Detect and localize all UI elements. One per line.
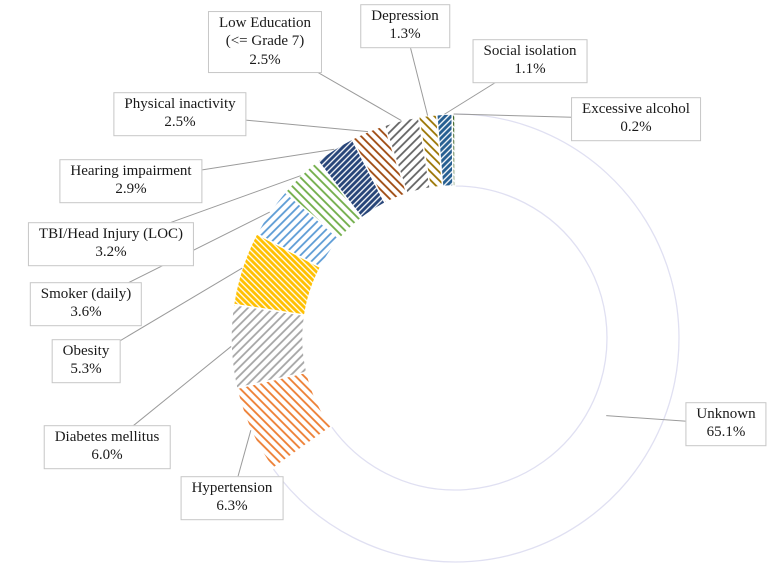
segment-unknown — [272, 113, 680, 563]
leader-line-depression — [404, 25, 429, 116]
leader-line-diabetes — [106, 346, 232, 448]
leader-line-hypertension — [231, 430, 252, 499]
leader-line-low-education — [264, 41, 402, 121]
leader-line-obesity — [85, 267, 243, 362]
segment-excessive-alcohol — [451, 113, 456, 187]
leader-line-physical — [179, 113, 369, 133]
leader-line-social-isolation — [444, 60, 531, 115]
